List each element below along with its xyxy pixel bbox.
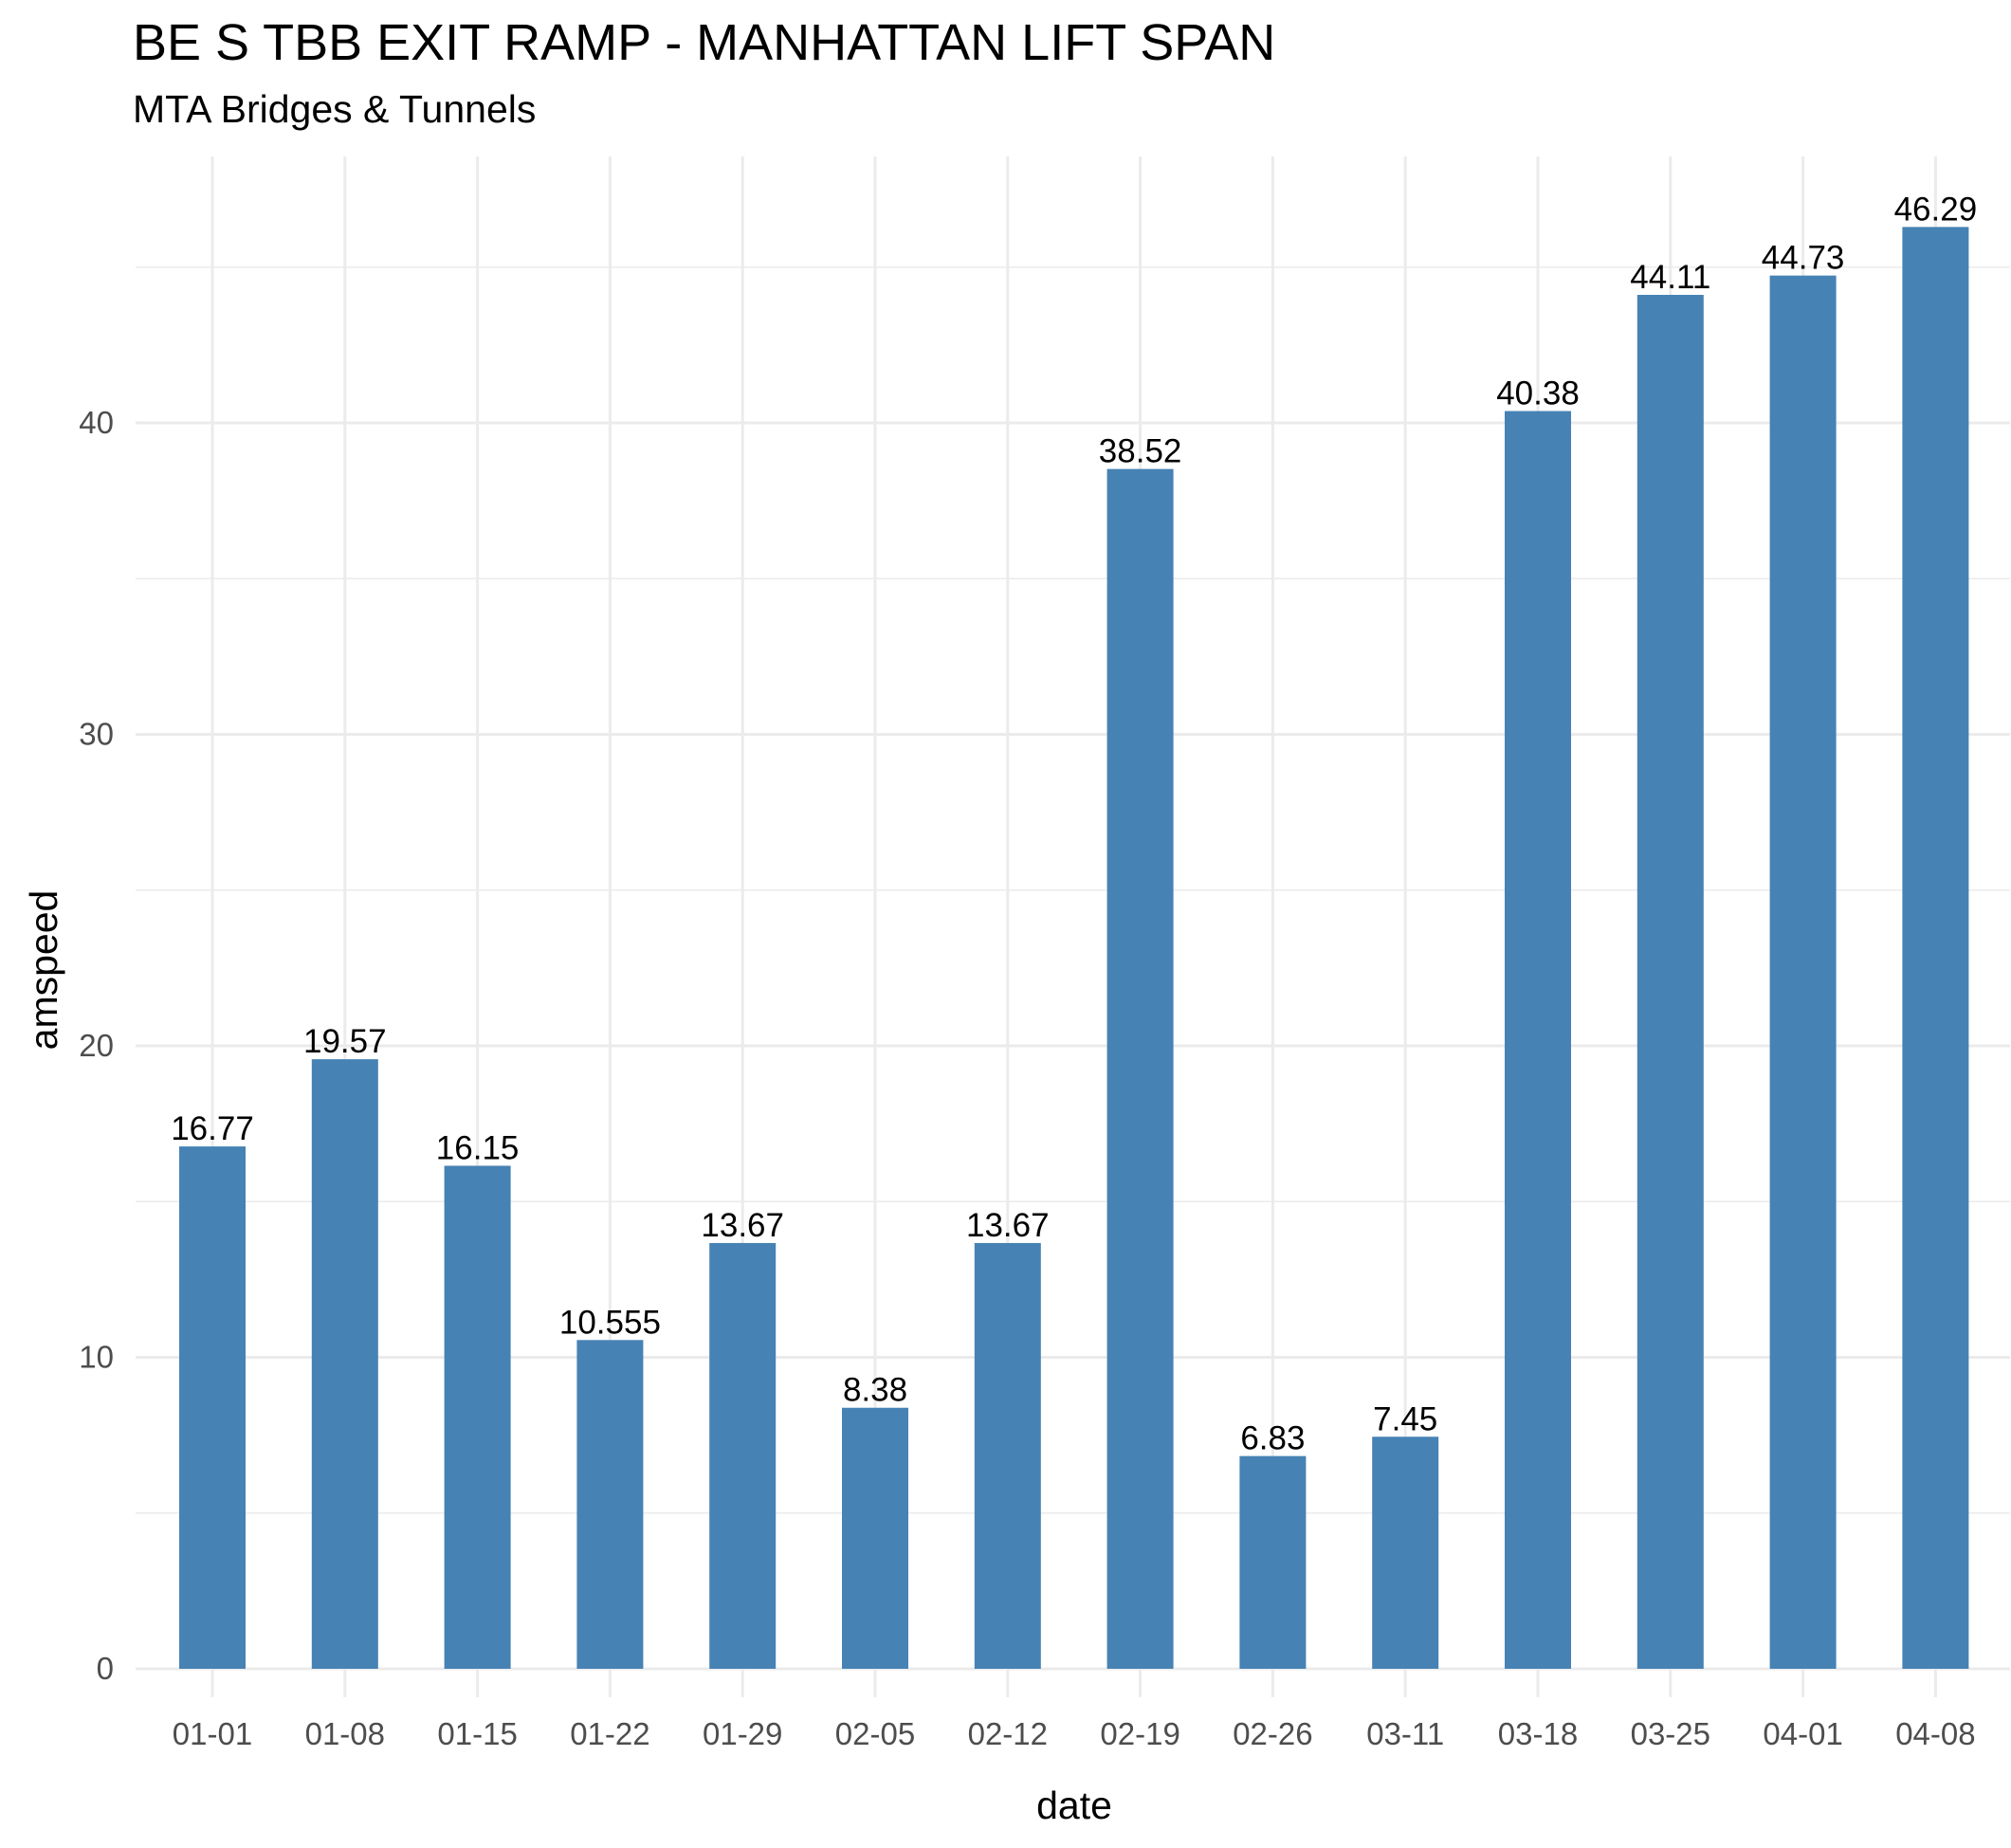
bar bbox=[444, 1165, 511, 1669]
bar bbox=[1902, 227, 1969, 1669]
x-tick-label: 01-29 bbox=[703, 1716, 782, 1751]
grid-lines bbox=[136, 156, 2010, 1697]
data-labels: 16.77 19.57 16.15 10.555 13.67 8.38 13.67 38.52… bbox=[171, 191, 1977, 1456]
data-label: 10.555 bbox=[559, 1304, 661, 1341]
bar bbox=[709, 1242, 777, 1669]
bar bbox=[1106, 468, 1174, 1669]
bar bbox=[179, 1146, 246, 1669]
x-tick-label: 03-18 bbox=[1498, 1716, 1578, 1751]
bar bbox=[1239, 1455, 1307, 1669]
bar bbox=[1636, 294, 1704, 1669]
x-tick-label: 01-08 bbox=[305, 1716, 385, 1751]
x-tick-label: 02-05 bbox=[835, 1716, 915, 1751]
data-label: 19.57 bbox=[303, 1023, 387, 1060]
data-label: 13.67 bbox=[701, 1207, 784, 1244]
data-label: 7.45 bbox=[1373, 1400, 1437, 1437]
bar bbox=[842, 1407, 908, 1669]
bar bbox=[311, 1059, 378, 1669]
x-axis-title: date bbox=[1036, 1784, 1112, 1827]
data-label: 8.38 bbox=[843, 1372, 907, 1409]
x-tick-label: 04-08 bbox=[1895, 1716, 1975, 1751]
data-label: 40.38 bbox=[1496, 375, 1580, 412]
y-axis-title: amspeed bbox=[22, 890, 65, 1051]
x-tick-label: 03-25 bbox=[1631, 1716, 1710, 1751]
data-label: 6.83 bbox=[1240, 1420, 1305, 1457]
bars bbox=[179, 227, 1969, 1670]
chart-title: BE S TBB EXIT RAMP - MANHATTAN LIFT SPAN bbox=[133, 14, 1276, 71]
x-tick-label: 02-19 bbox=[1100, 1716, 1179, 1751]
bar bbox=[974, 1242, 1041, 1669]
data-label: 38.52 bbox=[1099, 433, 1182, 470]
data-label: 13.67 bbox=[966, 1207, 1050, 1244]
y-tick-label: 0 bbox=[97, 1651, 114, 1686]
y-tick-label: 20 bbox=[79, 1028, 114, 1063]
x-tick-label: 02-26 bbox=[1233, 1716, 1312, 1751]
x-tick-label: 01-01 bbox=[173, 1716, 252, 1751]
data-label: 46.29 bbox=[1894, 191, 1978, 228]
bar bbox=[576, 1340, 644, 1669]
x-tick-label: 04-01 bbox=[1763, 1716, 1842, 1751]
y-axis-ticks: 0 10 20 30 40 bbox=[79, 405, 114, 1686]
data-label: 16.77 bbox=[171, 1110, 254, 1147]
bar bbox=[1769, 275, 1837, 1669]
y-tick-label: 10 bbox=[79, 1340, 114, 1375]
bar bbox=[1505, 411, 1571, 1670]
data-label: 44.73 bbox=[1762, 240, 1845, 277]
bar bbox=[1372, 1436, 1439, 1669]
chart-subtitle: MTA Bridges & Tunnels bbox=[133, 87, 537, 131]
x-tick-label: 02-12 bbox=[968, 1716, 1048, 1751]
data-label: 44.11 bbox=[1630, 259, 1710, 296]
data-label: 16.15 bbox=[436, 1129, 520, 1166]
x-tick-label: 01-15 bbox=[437, 1716, 517, 1751]
x-axis-ticks: 01-01 01-08 01-15 01-22 01-29 02-05 02-12 02-19… bbox=[173, 1716, 1976, 1751]
x-tick-label: 03-11 bbox=[1366, 1716, 1444, 1751]
y-tick-label: 40 bbox=[79, 405, 114, 440]
y-tick-label: 30 bbox=[79, 717, 114, 752]
x-tick-label: 01-22 bbox=[570, 1716, 649, 1751]
